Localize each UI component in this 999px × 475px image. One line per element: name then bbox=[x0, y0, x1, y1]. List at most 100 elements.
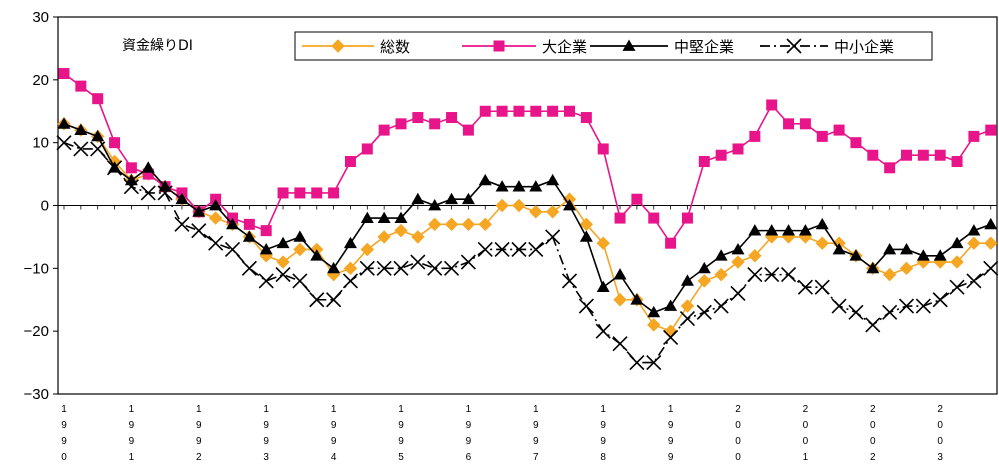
data-point bbox=[564, 105, 575, 117]
data-point bbox=[259, 242, 273, 255]
data-point bbox=[596, 280, 610, 293]
data-point bbox=[596, 236, 610, 250]
data-point bbox=[360, 211, 374, 223]
data-point bbox=[545, 205, 560, 219]
data-point bbox=[277, 187, 289, 199]
data-point bbox=[513, 105, 525, 117]
y-tick-label: 10 bbox=[32, 135, 49, 152]
data-point bbox=[783, 118, 795, 130]
series-4 bbox=[56, 135, 999, 371]
data-point bbox=[427, 217, 442, 232]
data-point bbox=[884, 162, 896, 174]
data-point bbox=[378, 124, 390, 136]
data-point bbox=[867, 149, 879, 161]
data-point bbox=[951, 156, 963, 168]
data-point bbox=[646, 355, 662, 371]
data-point bbox=[343, 236, 357, 249]
data-point bbox=[310, 249, 324, 261]
data-point bbox=[175, 192, 189, 205]
data-point bbox=[326, 292, 342, 308]
legend-label: 総数 bbox=[380, 38, 410, 56]
data-point bbox=[395, 118, 407, 130]
data-point bbox=[613, 268, 627, 280]
data-point bbox=[749, 130, 761, 142]
data-point bbox=[933, 249, 947, 261]
data-point bbox=[714, 267, 728, 282]
data-point bbox=[478, 173, 492, 186]
series-line bbox=[63, 72, 992, 245]
series-line bbox=[63, 123, 992, 314]
data-point bbox=[731, 255, 745, 269]
data-point bbox=[697, 274, 712, 288]
data-point bbox=[799, 118, 811, 130]
data-point bbox=[376, 260, 392, 276]
data-point bbox=[579, 217, 594, 232]
data-point bbox=[630, 293, 644, 305]
chart-title: 資金繰りDI bbox=[122, 38, 193, 54]
legend-swatch-marker bbox=[786, 38, 802, 54]
data-point bbox=[898, 298, 915, 314]
data-point bbox=[412, 112, 424, 124]
legend-item: 大企業 bbox=[462, 38, 587, 56]
data-point bbox=[91, 129, 105, 142]
data-point bbox=[394, 211, 408, 223]
data-point bbox=[359, 260, 375, 276]
data-point bbox=[393, 260, 409, 276]
y-tick-label: −10 bbox=[24, 260, 49, 277]
data-point bbox=[579, 230, 593, 242]
data-point bbox=[647, 305, 661, 318]
data-point bbox=[445, 192, 459, 205]
data-point bbox=[950, 255, 964, 269]
data-point bbox=[140, 185, 156, 201]
data-point bbox=[461, 192, 475, 205]
data-point bbox=[293, 242, 307, 257]
data-point bbox=[815, 236, 829, 250]
data-point bbox=[663, 324, 678, 338]
data-point bbox=[731, 242, 745, 255]
data-point bbox=[831, 298, 847, 314]
data-point bbox=[780, 267, 797, 283]
data-point bbox=[865, 317, 881, 333]
data-point bbox=[90, 141, 106, 157]
data-point bbox=[714, 249, 728, 261]
data-point bbox=[479, 105, 491, 117]
legend-item: 総数 bbox=[302, 38, 410, 56]
data-point bbox=[563, 199, 576, 211]
data-point bbox=[224, 241, 241, 258]
data-point bbox=[512, 180, 526, 192]
data-point bbox=[512, 198, 526, 213]
data-point bbox=[477, 241, 493, 258]
data-point bbox=[276, 255, 290, 269]
data-point bbox=[614, 212, 626, 224]
data-point bbox=[275, 267, 291, 283]
data-point bbox=[832, 242, 846, 255]
data-point bbox=[985, 124, 997, 136]
data-point bbox=[157, 185, 173, 201]
x-axis: 1 9 9 0 1 9 9 1 1 9 9 2 1 9 9 3 1 9 9 4 1 9 9 5 1 9 9 6 1 9 9 7 1 9 9 8 1 9 9 9… bbox=[61, 404, 943, 463]
data-point bbox=[883, 242, 897, 255]
data-point bbox=[462, 124, 474, 136]
data-point bbox=[411, 192, 425, 205]
data-point bbox=[294, 187, 306, 199]
data-point bbox=[629, 355, 645, 371]
data-point bbox=[494, 241, 510, 258]
data-point bbox=[478, 217, 492, 232]
data-point bbox=[528, 241, 544, 258]
data-point bbox=[410, 254, 426, 270]
data-point bbox=[747, 267, 763, 283]
data-point bbox=[848, 304, 864, 320]
data-point bbox=[241, 260, 257, 276]
data-point bbox=[882, 267, 897, 282]
data-point bbox=[561, 273, 578, 289]
legend-label: 中小企業 bbox=[834, 38, 894, 56]
data-point bbox=[208, 211, 223, 225]
series-2 bbox=[58, 68, 997, 249]
data-point bbox=[697, 261, 711, 274]
data-point bbox=[258, 273, 274, 289]
